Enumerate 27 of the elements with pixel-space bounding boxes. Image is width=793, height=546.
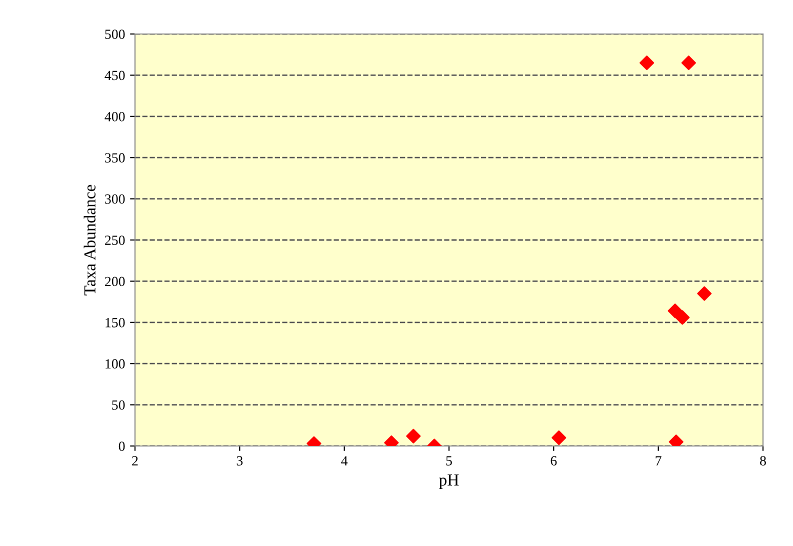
y-tick-label: 200 <box>105 276 125 286</box>
y-tick-label: 0 <box>118 442 125 451</box>
point <box>675 310 690 325</box>
x-tick-label: 5 <box>446 456 452 466</box>
y-tick-label: 350 <box>105 153 125 163</box>
x-tick-label: 4 <box>341 456 348 466</box>
y-tick-label: 250 <box>105 236 125 245</box>
point <box>640 56 654 70</box>
y-tick-label: 450 <box>104 70 125 80</box>
y-tick-label: 100 <box>106 359 125 369</box>
x-tick-label: 8 <box>760 456 766 466</box>
y-tick-label: 300 <box>105 194 125 204</box>
x-tick-label: 7 <box>656 456 662 466</box>
point <box>697 286 712 301</box>
y-tick-label: 150 <box>106 318 125 328</box>
point <box>552 430 566 446</box>
point <box>406 428 421 444</box>
x-tick-label: 2 <box>132 456 138 466</box>
x-tick-label: 3 <box>236 456 243 466</box>
x-tick-label: 6 <box>550 456 557 466</box>
y-tick-label: 50 <box>112 400 125 410</box>
point <box>681 56 696 70</box>
x-axis-title: pH <box>439 474 459 489</box>
y-axis-title: Taxa Abundance <box>84 184 96 296</box>
y-tick-label: 500 <box>105 30 125 39</box>
y-tick-label: 400 <box>104 112 125 122</box>
point <box>668 304 682 318</box>
